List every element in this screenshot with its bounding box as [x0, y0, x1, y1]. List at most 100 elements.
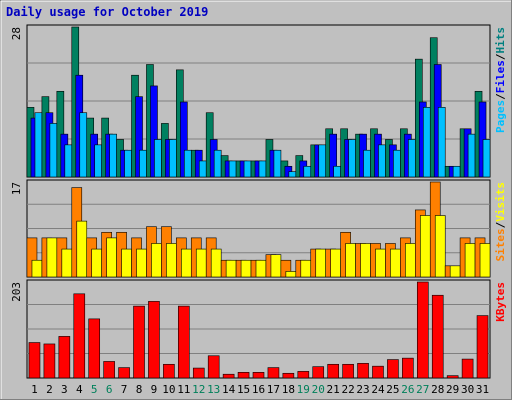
- legend-segment: Files: [494, 60, 507, 93]
- bar-sites-day-7: [121, 248, 132, 278]
- bar-kbytes-day-17: [267, 367, 280, 379]
- bar-sites-day-1: [31, 259, 43, 278]
- bar-kbytes-day-13: [207, 355, 220, 379]
- legend-segment: Pages: [494, 100, 507, 133]
- bar-pages-day-17: [273, 149, 282, 178]
- bar-pages-day-27: [422, 107, 431, 178]
- bar-pages-day-29: [452, 165, 461, 178]
- x-tick-label-day-18: 18: [282, 383, 295, 396]
- bar-kbytes-day-5: [88, 318, 101, 379]
- bar-kbytes-day-25: [387, 359, 399, 379]
- x-tick-label-day-10: 10: [162, 383, 175, 396]
- bar-files-day-9: [150, 85, 158, 178]
- bar-sites-day-18: [285, 271, 297, 278]
- bar-sites-day-5: [91, 248, 103, 278]
- bar-pages-day-7: [124, 149, 132, 178]
- bar-pages-day-24: [378, 144, 386, 178]
- x-tick-label-day-8: 8: [136, 383, 143, 396]
- bar-pages-day-30: [467, 133, 476, 178]
- bar-kbytes-day-9: [148, 301, 160, 379]
- bar-sites-day-13: [210, 248, 222, 278]
- bar-pages-day-15: [243, 160, 252, 178]
- bar-kbytes-day-2: [43, 343, 56, 379]
- legend-segment: Hits: [494, 27, 507, 54]
- legend-segment: /: [494, 93, 507, 100]
- x-tick-label-day-2: 2: [46, 383, 53, 396]
- bar-sites-day-27: [419, 215, 431, 278]
- panel-kbytes-ymax-label: 203: [10, 282, 23, 302]
- bar-kbytes-day-6: [103, 361, 115, 379]
- x-tick-label-day-19: 19: [297, 383, 310, 396]
- x-tick-label-day-29: 29: [446, 383, 459, 396]
- x-tick-label-day-25: 25: [386, 383, 399, 396]
- bar-kbytes-day-21: [327, 363, 339, 379]
- bar-pages-day-6: [109, 133, 117, 178]
- bar-kbytes-day-14: [222, 373, 235, 379]
- x-tick-label-day-23: 23: [356, 383, 369, 396]
- x-tick-label-day-7: 7: [121, 383, 128, 396]
- bar-pages-day-9: [154, 139, 162, 178]
- bar-pages-day-26: [408, 139, 416, 178]
- bar-sites-day-22: [345, 243, 356, 278]
- panel-visits_sites-legend: Sites/Visits: [494, 182, 507, 262]
- x-tick-label-day-31: 31: [476, 383, 489, 396]
- x-tick-label-day-22: 22: [341, 383, 354, 396]
- x-tick-label-day-6: 6: [106, 383, 113, 396]
- bar-kbytes-day-16: [252, 372, 265, 379]
- bar-sites-day-4: [76, 220, 88, 278]
- x-tick-label-day-11: 11: [177, 383, 190, 396]
- bar-sites-day-31: [479, 243, 491, 278]
- x-tick-label-day-12: 12: [192, 383, 205, 396]
- bar-kbytes-day-29: [446, 375, 459, 379]
- x-tick-label-day-3: 3: [61, 383, 68, 396]
- x-tick-label-day-21: 21: [327, 383, 340, 396]
- bar-pages-day-31: [482, 139, 491, 178]
- bar-pages-day-21: [333, 165, 341, 178]
- bar-kbytes-day-15: [237, 372, 250, 379]
- legend-segment: /: [494, 53, 507, 60]
- bar-sites-day-25: [390, 248, 401, 278]
- x-tick-label-day-28: 28: [431, 383, 444, 396]
- bar-kbytes-day-26: [402, 357, 414, 379]
- bar-pages-day-18: [288, 171, 297, 178]
- bar-kbytes-day-19: [297, 371, 310, 379]
- bar-kbytes-day-22: [342, 363, 354, 379]
- x-tick-label-day-13: 13: [207, 383, 220, 396]
- bar-sites-day-26: [405, 243, 416, 278]
- bar-pages-day-19: [303, 165, 312, 178]
- bar-sites-day-20: [315, 248, 327, 278]
- bar-kbytes-day-27: [416, 281, 429, 379]
- bar-kbytes-day-12: [192, 367, 205, 379]
- x-tick-label-day-26: 26: [401, 383, 414, 396]
- legend-segment: Sites: [494, 228, 507, 261]
- x-tick-label-day-27: 27: [416, 383, 429, 396]
- bar-sites-day-29: [449, 265, 461, 278]
- bar-kbytes-day-23: [357, 363, 369, 379]
- bar-kbytes-day-30: [461, 358, 474, 379]
- x-tick-label-day-16: 16: [252, 383, 265, 396]
- x-tick-label-day-20: 20: [312, 383, 325, 396]
- bar-pages-day-3: [64, 144, 73, 178]
- bar-sites-day-16: [255, 259, 267, 278]
- bar-sites-day-12: [195, 248, 207, 278]
- bar-pages-day-1: [34, 112, 43, 178]
- panel-visits_sites-ymax-label: 17: [10, 182, 23, 195]
- bar-sites-day-15: [240, 259, 252, 278]
- bar-pages-day-14: [228, 160, 237, 178]
- x-tick-label-day-14: 14: [222, 383, 236, 396]
- bar-sites-day-11: [181, 248, 192, 278]
- bar-kbytes-day-18: [282, 372, 295, 379]
- bar-sites-day-21: [330, 248, 341, 278]
- bar-files-day-8: [135, 96, 143, 178]
- bar-kbytes-day-3: [58, 336, 71, 379]
- bar-kbytes-day-10: [163, 363, 175, 379]
- bar-kbytes-day-4: [73, 293, 86, 379]
- bar-kbytes-day-11: [178, 305, 190, 379]
- bar-kbytes-day-8: [133, 305, 145, 379]
- bar-kbytes-day-28: [431, 294, 444, 379]
- bar-files-day-11: [180, 101, 188, 178]
- bar-pages-day-13: [213, 149, 222, 178]
- bar-pages-day-20: [318, 144, 327, 178]
- bar-pages-day-16: [258, 160, 267, 178]
